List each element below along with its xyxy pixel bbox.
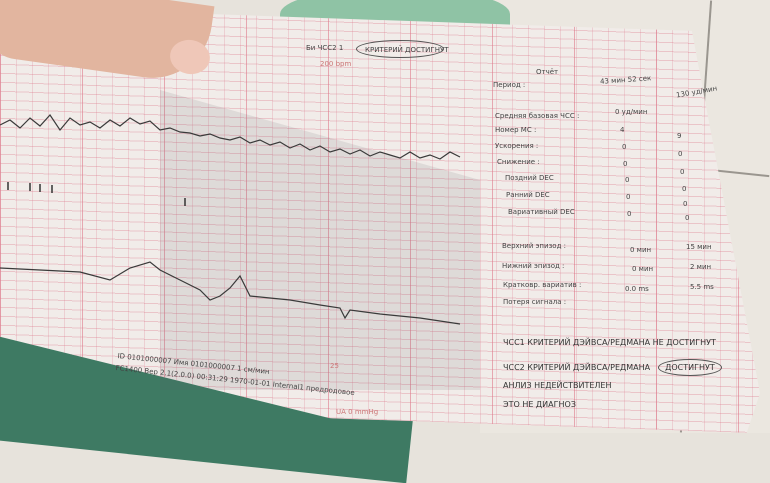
row-value: 0 bbox=[626, 193, 631, 201]
ctg-traces bbox=[0, 114, 461, 325]
row-label: Кратковр. вариатив : bbox=[503, 281, 582, 289]
row-value: 2 мин bbox=[690, 263, 712, 271]
row-value: 4 bbox=[620, 126, 625, 134]
criteria-fhr2: ЧСС2 КРИТЕРИЙ ДЭЙВСА/РЕДМАНА bbox=[503, 363, 651, 372]
row-value: 15 мин bbox=[686, 243, 712, 251]
row-label: Снижение : bbox=[497, 158, 540, 166]
row-label: Поздний DEC bbox=[505, 174, 554, 182]
scale-label: 200 bpm bbox=[320, 60, 352, 68]
row-label: Нижний эпизод : bbox=[502, 262, 565, 270]
row-value: 0 bbox=[625, 176, 630, 184]
ua-trace bbox=[0, 261, 461, 325]
not-diagnosis: ЭТО НЕ ДИАГНОЗ bbox=[503, 400, 576, 409]
criteria-fhr1: ЧСС1 КРИТЕРИЙ ДЭЙВСА/РЕДМАНА НЕ ДОСТИГНУ… bbox=[503, 338, 716, 347]
row-value: 0 bbox=[680, 168, 685, 176]
criteria-fhr2-line: ЧСС2 КРИТЕРИЙ ДЭЙВСА/РЕДМАНА ДОСТИГНУТ bbox=[503, 359, 722, 376]
row-label: Ранний DEC bbox=[506, 191, 550, 199]
pen-circle bbox=[356, 40, 444, 58]
header-prefix: Би ЧСС2 1 bbox=[306, 44, 344, 52]
row-value: 0 мин bbox=[630, 246, 652, 254]
row-label: Средняя базовая ЧСС : bbox=[495, 112, 580, 120]
event-marks bbox=[7, 182, 186, 206]
row-value: 0 bbox=[622, 143, 627, 151]
row-value: 0 bbox=[683, 200, 688, 208]
row-value: 9 bbox=[677, 132, 682, 140]
row-label: Потеря сигнала : bbox=[503, 298, 567, 306]
row-label: Ускорения : bbox=[495, 142, 539, 150]
row-label: Вариативный DEC bbox=[508, 208, 575, 216]
row-value: 0 bbox=[682, 185, 687, 193]
row-value: 0 bbox=[685, 214, 690, 222]
ua-scale: UA 0 mmHg bbox=[336, 408, 379, 416]
row-value: 5.5 ms bbox=[690, 283, 714, 291]
row-value: 0 уд/мин bbox=[615, 108, 648, 116]
row-label: Верхний эпизод : bbox=[502, 242, 566, 250]
row-value: 0 мин bbox=[632, 265, 654, 273]
ua-mark: 25 bbox=[330, 362, 339, 370]
row-value: 0 bbox=[627, 210, 632, 218]
row-value: 0 bbox=[678, 150, 683, 158]
report-title: Отчёт bbox=[536, 68, 559, 76]
criteria-fhr2-result: ДОСТИГНУТ bbox=[658, 359, 722, 376]
row-value: 0 bbox=[623, 160, 628, 168]
analysis-invalid: АНЛИЗ НЕДЕЙСТВИТЕЛЕН bbox=[503, 381, 612, 390]
period-label: Период : bbox=[493, 81, 526, 89]
row-value: 0.0 ms bbox=[625, 285, 649, 293]
fhr-trace bbox=[0, 114, 461, 160]
row-label: Номер МС : bbox=[495, 126, 537, 134]
